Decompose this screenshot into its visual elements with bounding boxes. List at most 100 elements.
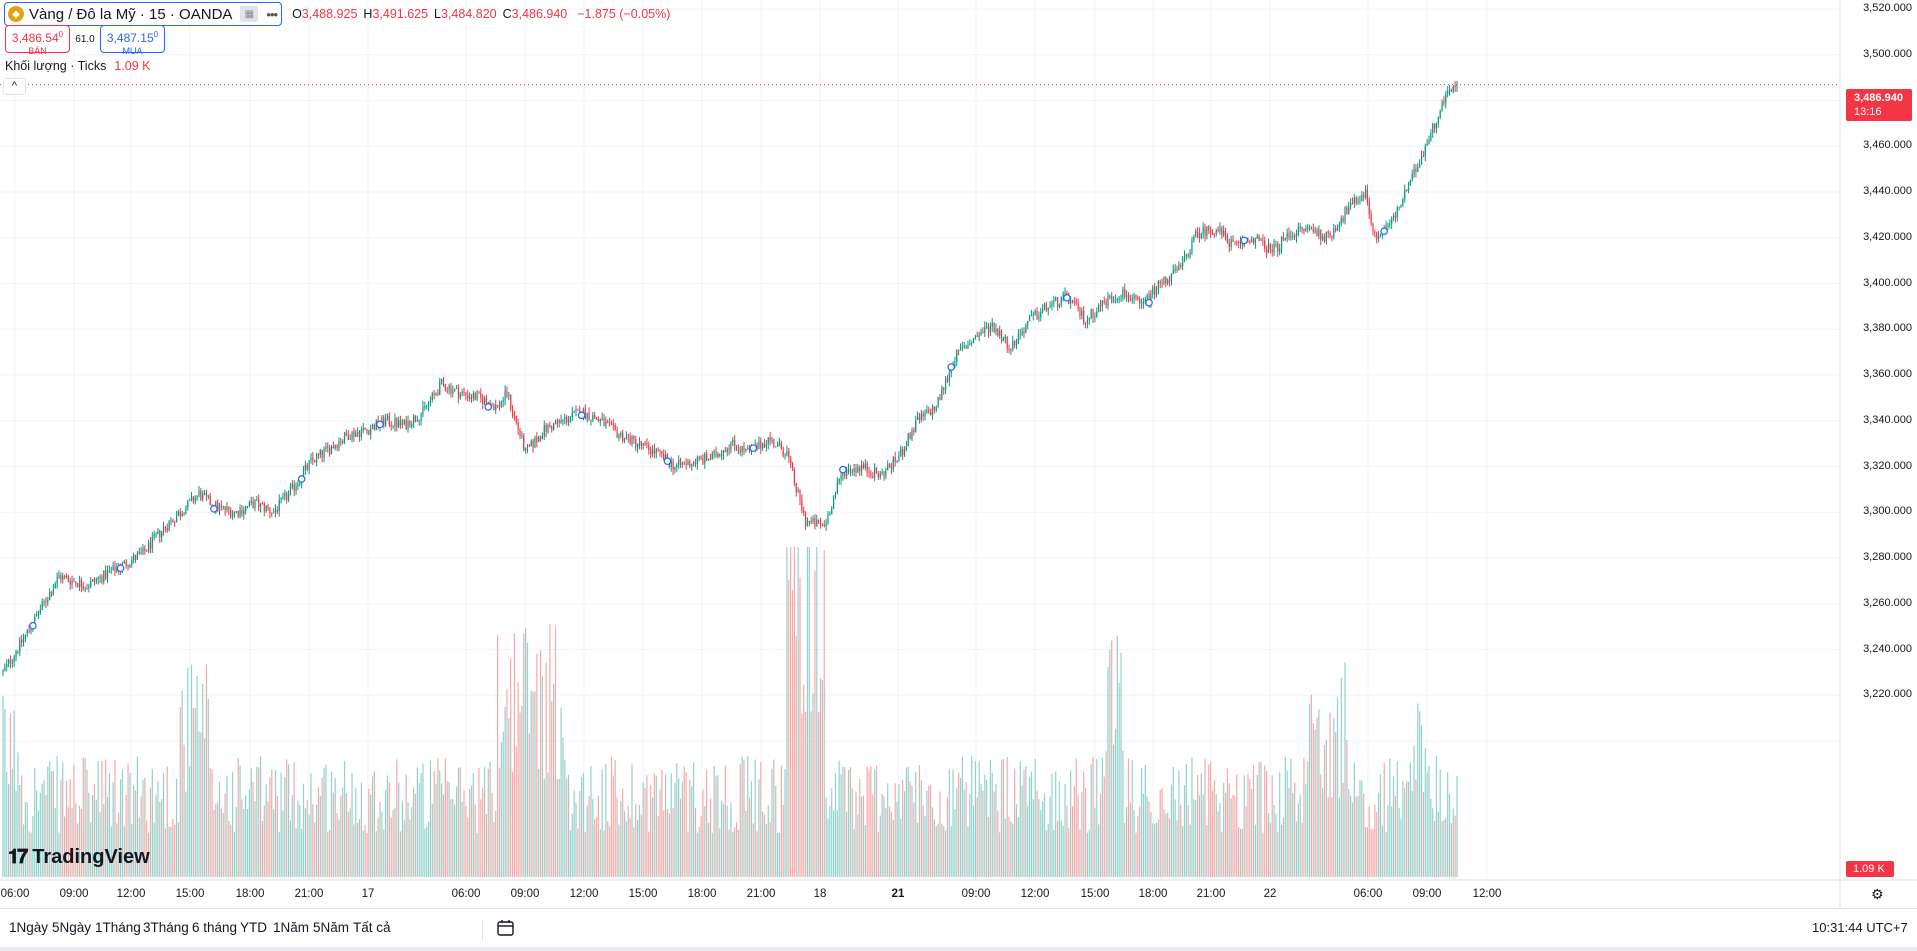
- ohlc-values: O 3,488.925 H 3,491.625 L 3,484.820 C 3,486.…: [292, 7, 670, 21]
- volume-bar: [381, 811, 383, 877]
- candle-body: [1223, 230, 1225, 236]
- event-marker-icon: [29, 621, 37, 630]
- range-button[interactable]: 5Năm: [313, 920, 350, 935]
- volume-bar: [616, 797, 618, 877]
- volume-bar: [1021, 785, 1023, 877]
- volume-bar: [82, 757, 84, 877]
- volume-bar: [203, 738, 206, 877]
- candle-body: [872, 476, 874, 478]
- candle-body: [1017, 334, 1019, 344]
- volume-bar: [370, 794, 372, 877]
- candle-body: [1159, 281, 1161, 283]
- volume-bar: [696, 832, 698, 877]
- volume-bar: [442, 794, 445, 877]
- candle-body: [474, 393, 476, 400]
- range-button[interactable]: 1Tháng: [95, 920, 141, 935]
- candle-body: [103, 570, 105, 583]
- volume-bar: [978, 761, 980, 877]
- candle-body: [573, 411, 575, 413]
- candle-body: [685, 463, 687, 466]
- volume-bar: [523, 633, 525, 877]
- volume-bar: [71, 808, 73, 877]
- candle-body: [256, 499, 258, 501]
- candle-body: [13, 656, 15, 662]
- volume-bar: [315, 804, 318, 877]
- volume-bar: [1333, 718, 1335, 877]
- more-icon[interactable]: •••: [266, 6, 278, 22]
- volume-bar: [256, 766, 258, 877]
- range-button[interactable]: 3Tháng: [143, 920, 189, 935]
- candle-body: [980, 332, 982, 336]
- price-chart[interactable]: [0, 0, 1917, 908]
- candle-body: [166, 528, 168, 531]
- candle-body: [967, 345, 969, 349]
- candle-body: [838, 479, 840, 483]
- candle-body: [1088, 318, 1090, 320]
- candle-body: [1424, 145, 1426, 157]
- candle-body: [1116, 299, 1118, 301]
- volume-bar: [651, 797, 654, 877]
- clock-timezone[interactable]: 10:31:44 UTC+7: [1812, 920, 1908, 935]
- sell-button[interactable]: 3,486.540 BÁN: [5, 25, 70, 56]
- volume-bar: [799, 577, 801, 877]
- calendar-icon[interactable]: [496, 918, 516, 938]
- candle-body: [1454, 85, 1456, 87]
- candle-body: [134, 555, 137, 560]
- compare-icon[interactable]: ▦: [240, 6, 259, 22]
- volume-bar: [1297, 803, 1299, 877]
- time-axis-label: 22: [1263, 888, 1277, 900]
- volume-bar: [1036, 791, 1038, 877]
- candle-body: [1314, 230, 1316, 232]
- volume-bar: [1055, 771, 1057, 877]
- volume-bar: [1335, 732, 1337, 877]
- candle-body: [1083, 310, 1085, 323]
- volume-bar: [1447, 772, 1449, 877]
- candle-body: [760, 440, 762, 449]
- candle-body: [1226, 238, 1229, 243]
- candle-body: [375, 420, 377, 430]
- range-button[interactable]: YTD: [240, 920, 267, 935]
- range-button[interactable]: Tất cả: [353, 920, 391, 935]
- volume-bar: [538, 769, 540, 877]
- candle-body: [181, 513, 183, 516]
- volume-bar: [612, 775, 614, 877]
- candle-body: [913, 430, 915, 432]
- volume-bar: [1260, 761, 1262, 877]
- tradingview-logo[interactable]: 𝟏𝟕 TradingView: [8, 846, 150, 869]
- candle-body: [297, 483, 299, 487]
- volume-bar: [943, 826, 945, 877]
- volume-bar: [952, 769, 954, 877]
- volume-bar: [693, 762, 695, 877]
- candle-body: [939, 397, 941, 400]
- candle-body: [1204, 227, 1206, 237]
- range-button[interactable]: 5Ngày: [52, 920, 92, 935]
- volume-bar: [1258, 762, 1260, 877]
- gear-icon[interactable]: ⚙: [1871, 886, 1884, 902]
- range-button[interactable]: 6 tháng: [192, 920, 238, 935]
- volume-bar: [928, 785, 930, 877]
- candle-body: [203, 492, 206, 494]
- volume-bar: [1139, 806, 1141, 877]
- volume-bar: [1404, 788, 1406, 877]
- buy-button[interactable]: 3,487.150 MUA: [100, 25, 165, 56]
- candle-body: [618, 435, 620, 438]
- volume-bar: [1025, 766, 1027, 877]
- volume-bar: [131, 824, 133, 877]
- candle-body: [424, 406, 426, 408]
- candle-body: [250, 501, 252, 503]
- candle-body: [1452, 85, 1454, 92]
- candle-body: [1129, 299, 1131, 301]
- symbol-selector[interactable]: ◆ Vàng / Đô la Mỹ · 15 · OANDA ▦ •••: [4, 2, 283, 26]
- range-button[interactable]: 1Ngày: [9, 920, 49, 935]
- candle-body: [1435, 123, 1438, 129]
- candle-body: [220, 505, 222, 507]
- volume-bar: [715, 776, 717, 877]
- range-button[interactable]: 1Năm: [273, 920, 310, 935]
- volume-bar: [1383, 762, 1385, 877]
- volume-bar: [317, 787, 320, 877]
- collapse-legend-button[interactable]: ^: [3, 78, 26, 95]
- candle-body: [590, 419, 592, 421]
- candle-body: [745, 449, 747, 451]
- volume-bar: [75, 802, 77, 877]
